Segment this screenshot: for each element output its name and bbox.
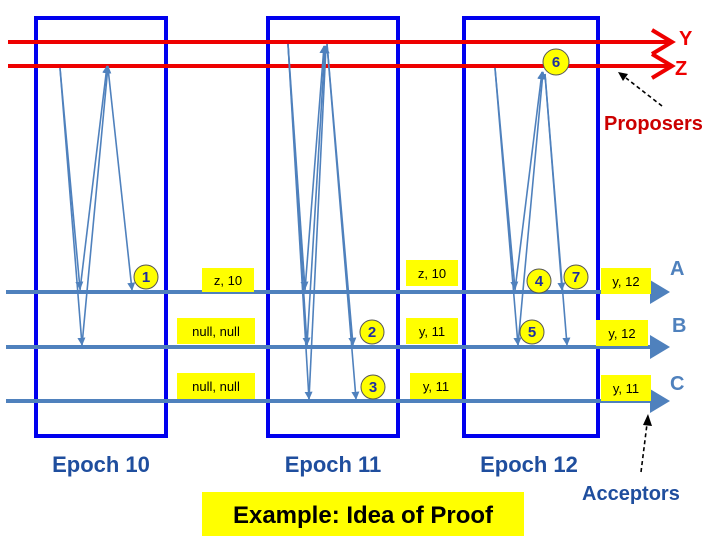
step-marker: 1 [133, 264, 159, 290]
svg-text:2: 2 [368, 324, 376, 341]
svg-text:7: 7 [572, 269, 580, 286]
state-box: z, 10 [202, 268, 254, 292]
state-box: null, null [177, 373, 255, 399]
svg-text:5: 5 [528, 324, 536, 341]
svg-text:null, null: null, null [192, 379, 240, 394]
acceptor-a-label: A [670, 258, 684, 280]
epoch-box-10 [34, 16, 168, 438]
svg-text:3: 3 [369, 379, 377, 396]
step-marker: 5 [519, 319, 545, 345]
caption: Example: Idea of Proof [202, 492, 524, 536]
messages-epoch-11 [287, 43, 360, 400]
state-box: null, null [177, 318, 255, 344]
proposer-z-label: Z [675, 58, 687, 80]
acceptors-label: Acceptors [582, 483, 680, 505]
proposers-pointer [618, 72, 663, 107]
epoch-label-11: Epoch 11 [285, 452, 382, 477]
proposer-line-y [8, 28, 676, 56]
caption-text: Example: Idea of Proof [233, 502, 494, 529]
state-box: y, 12 [601, 268, 651, 294]
epoch-box-11 [266, 16, 400, 438]
svg-text:4: 4 [535, 273, 544, 290]
acceptor-line-b [6, 335, 670, 359]
state-box: y, 11 [410, 373, 462, 399]
state-box: y, 11 [406, 318, 458, 344]
state-box: y, 12 [596, 320, 648, 346]
acceptor-c-label: C [670, 373, 684, 395]
svg-text:y, 11: y, 11 [419, 324, 445, 339]
step-marker: 6 [542, 48, 570, 76]
svg-text:z, 10: z, 10 [214, 273, 242, 288]
svg-text:y, 12: y, 12 [608, 326, 635, 341]
state-box: y, 11 [601, 375, 651, 401]
acceptors-pointer [640, 414, 652, 473]
acceptor-line-c [6, 389, 670, 413]
svg-text:y, 11: y, 11 [423, 379, 449, 394]
svg-text:1: 1 [142, 269, 150, 286]
step-marker: 4 [526, 268, 552, 294]
proposer-y-label: Y [679, 28, 693, 50]
svg-text:y, 11: y, 11 [613, 381, 639, 396]
epoch-label-12: Epoch 12 [480, 452, 578, 477]
epoch-box-12 [462, 16, 600, 438]
svg-text:6: 6 [552, 54, 560, 71]
svg-text:null, null: null, null [192, 324, 240, 339]
svg-text:y, 12: y, 12 [612, 274, 639, 289]
svg-text:z, 10: z, 10 [418, 266, 446, 281]
acceptor-b-label: B [672, 315, 686, 337]
proposers-label: Proposers [604, 113, 703, 135]
step-marker: 2 [359, 319, 385, 345]
step-marker: 7 [563, 264, 589, 290]
messages-epoch-10 [59, 65, 136, 346]
messages-epoch-12 [494, 67, 571, 346]
step-marker: 3 [360, 374, 386, 400]
state-box: z, 10 [406, 260, 458, 286]
epoch-label-10: Epoch 10 [52, 452, 150, 477]
